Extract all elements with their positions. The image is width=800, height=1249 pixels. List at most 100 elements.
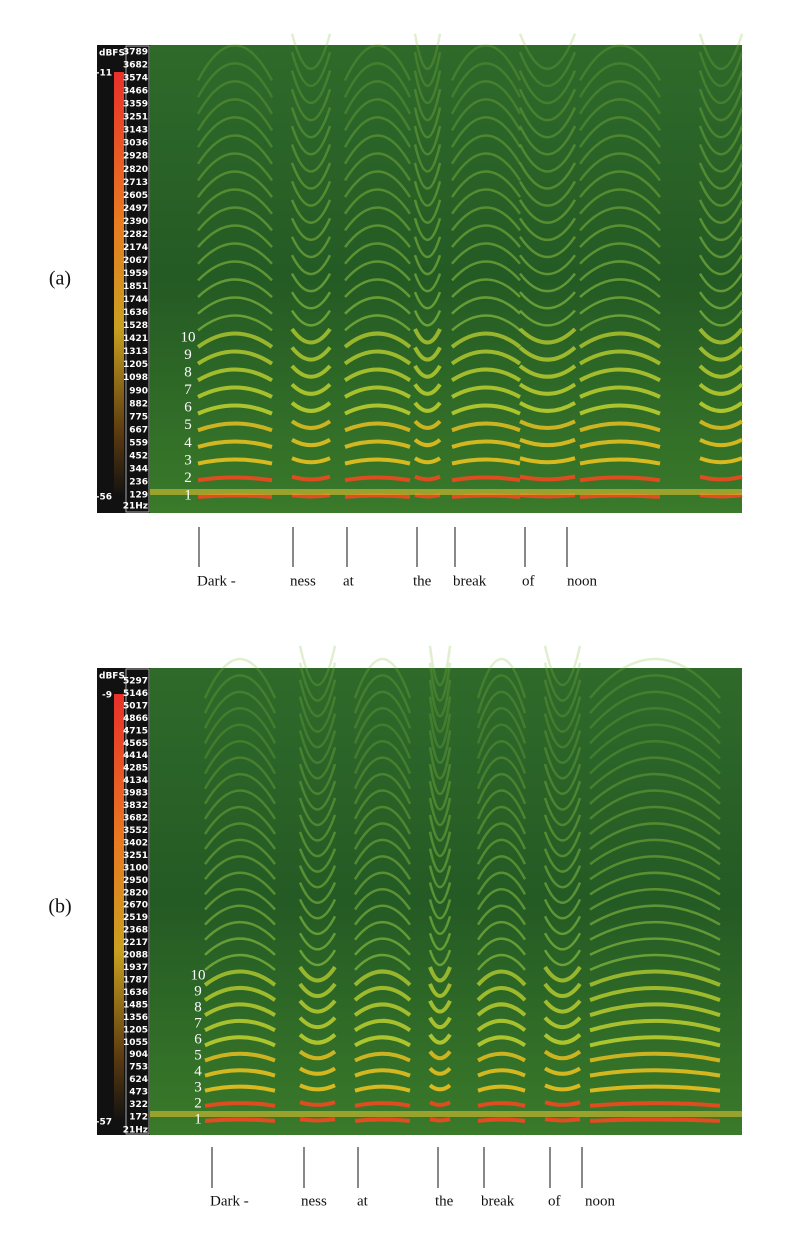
spectrogram-streak [290,217,332,241]
spectrogram-streak [196,116,274,148]
spectrogram-streak [196,349,274,366]
spectrogram-streak [428,899,452,920]
spectrogram-streak [476,657,527,699]
spectrogram-streak [343,134,412,165]
frequency-label: 1205 [123,1025,148,1035]
spectrogram-streak [203,657,277,699]
spectrogram-streak [589,904,721,926]
spectrogram-streak [344,224,411,248]
spectrogram-streak [204,904,276,926]
spectrogram-streak [413,181,442,207]
spectrogram-streak [451,224,521,248]
spectrogram-streak [197,403,273,416]
spectrogram-streak [589,789,721,820]
harmonic-number: 8 [194,999,202,1015]
spectrogram-streak [519,493,576,499]
spectrogram-streak [589,920,721,941]
spectrogram-streak [578,152,662,182]
spectrogram-streak [428,780,452,811]
spectrogram-streak [298,999,337,1014]
spectrogram-streak [290,125,332,156]
spectrogram-streak [298,1066,337,1076]
frequency-label: 2713 [123,178,148,188]
spectrogram-streak [354,1101,411,1108]
frequency-label: 990 [129,386,148,396]
spectrogram-streak [298,949,337,967]
spectrogram-streak [413,291,442,310]
spectrogram-streak [428,662,452,702]
spectrogram-streak [196,134,274,165]
spectrogram-streak [698,143,744,173]
spectrogram-streak [698,309,744,327]
spectrogram-streak [343,98,412,132]
lyric-word: Dark - [210,1193,249,1209]
spectrogram-streak [203,822,277,850]
frequency-label: 2605 [123,191,148,201]
spectrogram-streak [298,932,337,951]
spectrogram-streak [589,740,721,775]
spectrogram-streak [451,403,521,416]
spectrogram-streak [543,662,582,702]
frequency-label: 1636 [123,308,148,318]
frequency-label: 1528 [123,321,148,331]
lyric-word: ness [301,1193,327,1209]
spectrogram-streak [578,62,662,98]
spectrogram-streak [477,1068,526,1078]
spectrogram-streak [428,999,452,1014]
harmonic-number: 2 [184,470,192,486]
spectrogram-streak [343,331,412,349]
spectrogram-streak [343,170,412,198]
spectrogram-streak [204,953,276,971]
lyric-word: of [522,573,535,589]
spectrogram-streak [543,797,582,827]
spectrogram-streak [197,314,273,332]
harmonic-number: 3 [194,1079,202,1095]
spectrogram-streak [519,272,576,293]
colorbar [114,694,124,1122]
spectrogram-streak [579,475,661,483]
spectrogram-streak [589,855,721,881]
spectrogram-streak [543,1066,582,1076]
lyric-word: the [413,573,432,589]
colorbar-min: -56 [96,493,112,503]
spectrogram-streak [544,1083,581,1092]
colorbar-unit: dBFS [99,49,125,59]
spectrogram-streak [203,805,277,835]
spectrogram-streak [204,871,276,896]
spectrogram-streak [476,969,527,987]
spectrogram-streak [579,260,661,282]
harmonic-number: 4 [184,435,192,451]
spectrogram-streak [413,310,442,327]
spectrogram-streak [197,296,273,315]
frequency-label: 2067 [123,256,148,266]
spectrogram-streak [291,493,331,499]
spectrogram-streak [413,125,442,156]
spectrogram-streak [290,88,332,122]
spectrogram-streak [450,152,522,182]
spectrogram-streak [699,437,743,448]
spectrogram-streak [543,763,582,796]
spectrogram-streak [298,982,337,999]
spectrogram-streak [543,1016,582,1030]
spectrogram-streak [698,346,744,362]
spectrogram-streak [698,33,744,70]
frequency-label: 3574 [123,74,148,84]
spectrogram-streak [698,51,744,87]
spectrogram-streak [589,1035,721,1048]
spectrogram-streak [518,162,577,190]
spectrogram-streak [353,1035,412,1048]
lyric-word: break [481,1193,515,1209]
spectrogram-streak [428,932,452,951]
spectrogram-streak [291,456,331,465]
spectrogram-streak [298,696,337,733]
label-frame [125,668,150,1135]
colorbar-max: -9 [102,691,112,701]
spectrogram-streak [579,421,661,433]
spectrogram-streak [428,763,452,796]
spectrogram-streak [203,674,277,714]
spectrogram-streak [518,401,577,413]
spectrogram-streak [543,746,582,780]
frequency-label: 4285 [123,764,148,774]
frequency-label: 1313 [123,347,148,357]
spectrogram-streak [698,236,744,258]
